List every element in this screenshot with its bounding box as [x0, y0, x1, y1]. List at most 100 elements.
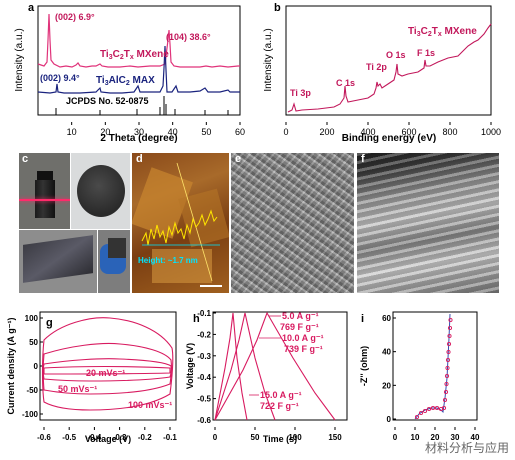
panel-f-letter: f	[361, 153, 365, 165]
y-tick-label: 40	[382, 348, 391, 357]
panel-a-ylabel: Intensity (a.u.)	[14, 28, 25, 91]
panel-i-letter: i	[361, 313, 364, 325]
panel-g-rate-50: 50 mVs⁻¹	[58, 384, 97, 394]
x-tick-label: 10	[411, 433, 420, 442]
eis-point	[443, 389, 449, 395]
eis-point	[446, 349, 451, 355]
eis-point	[441, 405, 447, 411]
vial-cap	[37, 171, 53, 180]
sem-layers	[357, 153, 499, 293]
panel-i-xticks: 0 10 20 30 40	[393, 427, 480, 442]
folded-film	[23, 235, 93, 283]
gcd-10-current: 10.0 A g⁻¹	[282, 333, 324, 343]
x-tick-label: -0.3	[113, 433, 127, 442]
eis-data-points	[414, 317, 453, 420]
y-tick-label: -0.3	[197, 352, 211, 361]
panel-c-photo-glove	[98, 230, 130, 293]
x-tick-label: 800	[442, 127, 457, 137]
film-strip	[108, 238, 126, 258]
y-tick-label: -0.5	[197, 395, 211, 404]
panel-a-max-curve	[37, 45, 240, 94]
panel-a-xlabel: 2 Theta (degree)	[100, 133, 177, 144]
panel-g-rate-20: 20 mVs⁻¹	[86, 368, 125, 378]
x-tick-label: 50	[251, 433, 260, 442]
afm-profile-trace	[141, 209, 218, 246]
panel-b-ylabel: Intensity (a.u.)	[263, 28, 274, 91]
panel-c-photo-disc	[71, 153, 130, 229]
panel-c-photo-vial	[19, 153, 70, 229]
panel-b-xps-curve	[287, 23, 492, 113]
y-tick-label: 0	[387, 415, 392, 424]
watermark: 材料分析与应用	[424, 441, 509, 455]
flake-3	[152, 249, 212, 283]
panel-a-jcpds-bars	[55, 96, 229, 115]
x-tick-label: -0.1	[163, 433, 177, 442]
panel-h-frame	[212, 311, 348, 421]
y-tick-label: -100	[22, 410, 39, 419]
eis-point	[444, 373, 450, 379]
sem-texture	[231, 153, 354, 293]
panel-d-height-label: Height: ~1.7 nm	[138, 256, 198, 265]
vial-laser	[19, 199, 70, 201]
y-tick-label: -0.2	[197, 330, 211, 339]
y-tick-label: -50	[26, 386, 38, 395]
gcd-5-cap: 769 F g⁻¹	[280, 322, 319, 332]
x-tick-label: 150	[328, 433, 342, 442]
panel-a-peak-002-max: (002) 9.4°	[40, 73, 80, 83]
eis-point	[426, 406, 432, 412]
x-tick-label: -0.4	[88, 433, 102, 442]
x-tick-label: 20	[431, 433, 440, 442]
x-tick-label: 100	[288, 433, 302, 442]
x-tick-label: 200	[319, 127, 334, 137]
x-tick-label: 600	[401, 127, 416, 137]
gcd-15-current: 15.0 A g⁻¹	[260, 390, 302, 400]
eis-point	[442, 397, 448, 403]
gcd-5	[214, 311, 336, 421]
eis-point	[434, 405, 440, 411]
x-tick-label: 0	[283, 127, 288, 137]
panel-a-xrd-chart: a Intensity (a.u.) 10 20 30 40 50 60 2 Theta …	[14, 2, 245, 144]
x-tick-label: -0.2	[138, 433, 152, 442]
panel-e-letter: e	[235, 153, 242, 165]
x-tick-label: 60	[235, 127, 245, 137]
panel-h-gcd-curves	[214, 311, 336, 421]
eis-point	[414, 414, 420, 420]
y-tick-label: -0.6	[197, 416, 211, 425]
xps-peak-label: C 1s	[336, 78, 355, 88]
eis-point	[447, 325, 453, 331]
y-tick-label: 100	[25, 314, 39, 323]
panel-h-letter: h	[193, 313, 200, 325]
y-tick-label: 20	[382, 381, 391, 390]
eis-point	[446, 341, 452, 347]
panel-i-frame	[392, 311, 478, 421]
x-tick-label: 10	[67, 127, 77, 137]
panel-g-letter: g	[46, 317, 53, 329]
xps-peak-label: Ti 2p	[366, 62, 387, 72]
panel-d-height-profile: Height: ~1.7 nm	[138, 162, 222, 287]
afm-scale-bar	[200, 285, 222, 287]
cv-10	[43, 365, 171, 375]
x-tick-label: 400	[360, 127, 375, 137]
xps-peak-label: O 1s	[386, 50, 406, 60]
panel-a-letter: a	[28, 2, 35, 14]
cv-100	[41, 317, 174, 411]
panel-a-peak-002-mxene: (002) 6.9°	[55, 12, 95, 22]
panel-a-legend-max: Ti3AlC2 MAX	[96, 75, 155, 87]
panel-b-xlabel: Binding energy (eV)	[342, 133, 436, 144]
panel-e-sem-surface	[231, 153, 354, 293]
eis-point	[445, 365, 450, 371]
panel-i-ylabel: -Z'' (ohm)	[359, 346, 369, 386]
panel-h-pointers	[249, 315, 281, 396]
gcd-10-cap: 739 F g⁻¹	[284, 344, 323, 354]
x-tick-label: 50	[201, 127, 211, 137]
panel-g-yticks: 100 50 0 -50 -100	[22, 314, 43, 419]
y-tick-label: 50	[29, 338, 38, 347]
eis-point	[430, 405, 436, 411]
xps-peak-label: Ti 3p	[290, 88, 311, 98]
eis-point	[418, 410, 424, 416]
panel-a-jcpds-label: JCPDS No. 52-0875	[66, 96, 149, 106]
eis-fit-line	[414, 313, 451, 420]
x-tick-label: 20	[100, 127, 110, 137]
gcd-5-current: 5.0 A g⁻¹	[282, 311, 319, 321]
panel-f-sem-cross-section	[357, 153, 499, 293]
